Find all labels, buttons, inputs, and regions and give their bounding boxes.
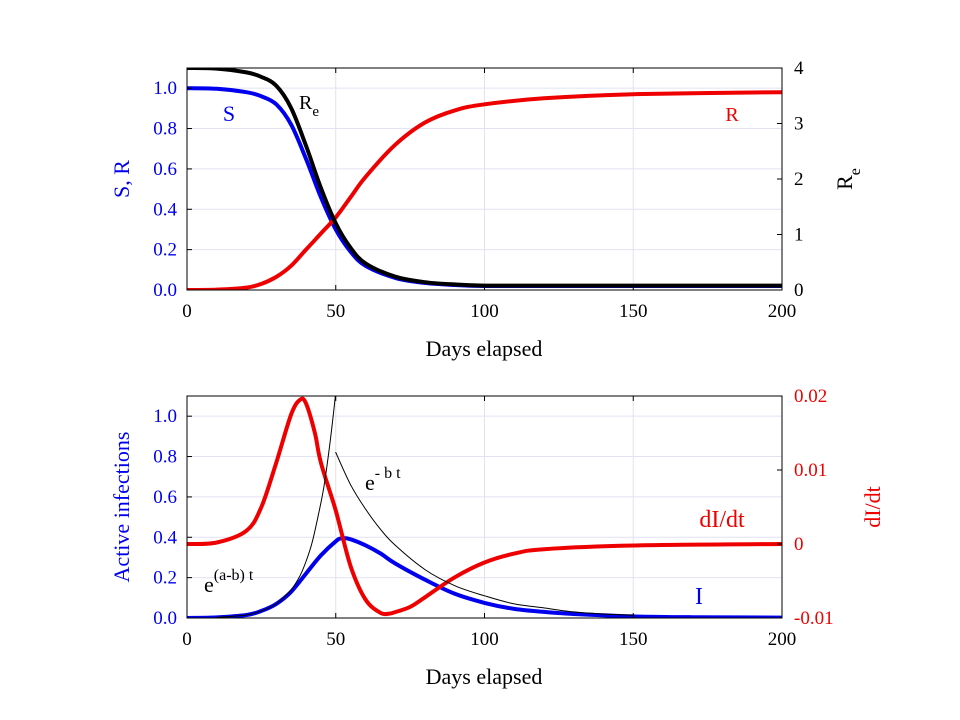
top-x-tick-label: 150 (619, 301, 648, 322)
bottom-right-tick-label: 0 (794, 534, 804, 555)
bottom-series-e-a-b-t (216, 396, 336, 618)
bottom-grid (187, 396, 782, 618)
bottom-x-tick-label: 50 (326, 629, 345, 650)
top-right-tick-label: 1 (794, 225, 804, 246)
bottom-ticks: 0 50 100 150 200 0.0 0.2 0.4 0.6 0.8 1.0 -0.01 0 0.01… (153, 386, 833, 650)
top-right-tick-label: 0 (794, 280, 804, 301)
top-annotation-s: S (223, 101, 235, 126)
bottom-annotation-didt: dI/dt (699, 507, 745, 533)
bottom-left-axis-label: Active infections (109, 432, 134, 583)
bottom-right-tick-label: 0.01 (794, 460, 827, 481)
bottom-left-tick-label: 0.8 (153, 447, 177, 468)
top-left-tick-label: 0.6 (153, 159, 177, 180)
bottom-annotation-exp-decay: e- b t (365, 465, 401, 495)
top-annotation-re: Re (299, 92, 319, 120)
bottom-x-axis-label: Days elapsed (426, 664, 543, 689)
top-left-tick-label: 1.0 (153, 78, 177, 99)
bottom-x-tick-label: 150 (619, 629, 648, 650)
top-left-tick-label: 0.4 (153, 199, 177, 220)
top-series (187, 68, 782, 290)
top-annotation-r: R (725, 104, 739, 126)
bottom-panel: 0 50 100 150 200 0.0 0.2 0.4 0.6 0.8 1.0 -0.01 0 0.01… (109, 386, 885, 689)
top-x-tick-label: 0 (182, 301, 192, 322)
top-right-tick-label: 4 (794, 58, 804, 79)
bottom-series (187, 396, 782, 618)
bottom-left-tick-label: 0.4 (153, 527, 177, 548)
bottom-x-tick-label: 200 (768, 629, 797, 650)
bottom-series-di-dt (187, 396, 782, 617)
top-x-tick-label: 200 (768, 301, 797, 322)
bottom-right-tick-label: -0.01 (794, 608, 834, 629)
top-left-tick-label: 0.0 (153, 280, 177, 301)
bottom-left-tick-label: 0.0 (153, 608, 177, 629)
bottom-x-tick-label: 100 (470, 629, 499, 650)
top-right-axis-label: Re (832, 168, 864, 190)
top-left-axis-label: S, R (109, 160, 134, 198)
top-series-r (187, 90, 782, 290)
bottom-left-tick-label: 0.6 (153, 487, 177, 508)
top-x-axis-label: Days elapsed (426, 336, 543, 361)
top-x-tick-label: 50 (326, 301, 345, 322)
top-right-tick-label: 2 (794, 169, 804, 190)
top-left-tick-label: 0.8 (153, 119, 177, 140)
bottom-left-tick-label: 1.0 (153, 406, 177, 427)
top-right-tick-label: 3 (794, 114, 804, 135)
bottom-series-e-bt (335, 452, 634, 616)
top-x-tick-label: 100 (470, 301, 499, 322)
top-left-tick-label: 0.2 (153, 240, 177, 261)
top-ticks: 0 50 100 150 200 0.0 0.2 0.4 0.6 0.8 1.0 0 1 2 3 4 (153, 58, 804, 322)
bottom-right-tick-label: 0.02 (794, 386, 827, 407)
top-grid (187, 68, 782, 290)
bottom-annotation-i: I (695, 584, 703, 610)
bottom-right-axis-label: dI/dt (860, 486, 885, 528)
bottom-left-tick-label: 0.2 (153, 568, 177, 589)
bottom-x-tick-label: 0 (182, 629, 192, 650)
top-panel: 0 50 100 150 200 0.0 0.2 0.4 0.6 0.8 1.0 0 1 2 3 4 S Re… (109, 58, 864, 361)
top-series-re (187, 68, 782, 288)
bottom-annotation-exp-growth: e(a-b) t (204, 567, 254, 597)
